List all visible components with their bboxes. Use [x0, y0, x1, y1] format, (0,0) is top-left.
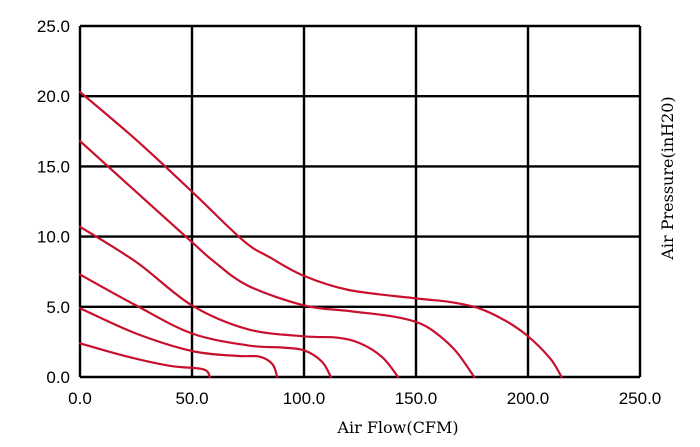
- y-tick-label: 20.0: [37, 87, 70, 106]
- x-tick-label: 250.0: [619, 389, 662, 408]
- y-tick-label: 0.0: [46, 368, 70, 387]
- y-tick-label: 5.0: [46, 298, 70, 317]
- series-line-4: [78, 273, 332, 379]
- curves: [78, 90, 563, 379]
- x-axis-ticks: 0.0 50.0 100.0 150.0 200.0 250.0: [68, 389, 661, 408]
- x-axis-title: Air Flow(CFM): [336, 418, 458, 437]
- y-axis-title: Air Pressure(inH20): [658, 96, 677, 260]
- y-tick-label: 10.0: [37, 228, 70, 247]
- grid: [78, 24, 642, 379]
- series-line-3: [78, 225, 400, 379]
- y-axis-ticks: 0.0 5.0 10.0 15.0 20.0 25.0: [37, 17, 70, 387]
- x-tick-label: 150.0: [395, 389, 438, 408]
- x-tick-label: 200.0: [507, 389, 550, 408]
- y-tick-label: 15.0: [37, 157, 70, 176]
- x-tick-label: 0.0: [68, 389, 92, 408]
- series-line-2: [78, 140, 476, 379]
- series-line-5: [78, 307, 279, 379]
- x-tick-label: 100.0: [283, 389, 326, 408]
- series-line-6: [78, 342, 211, 379]
- series-line-1: [78, 90, 563, 379]
- y-tick-label: 25.0: [37, 17, 70, 36]
- x-tick-label: 50.0: [175, 389, 208, 408]
